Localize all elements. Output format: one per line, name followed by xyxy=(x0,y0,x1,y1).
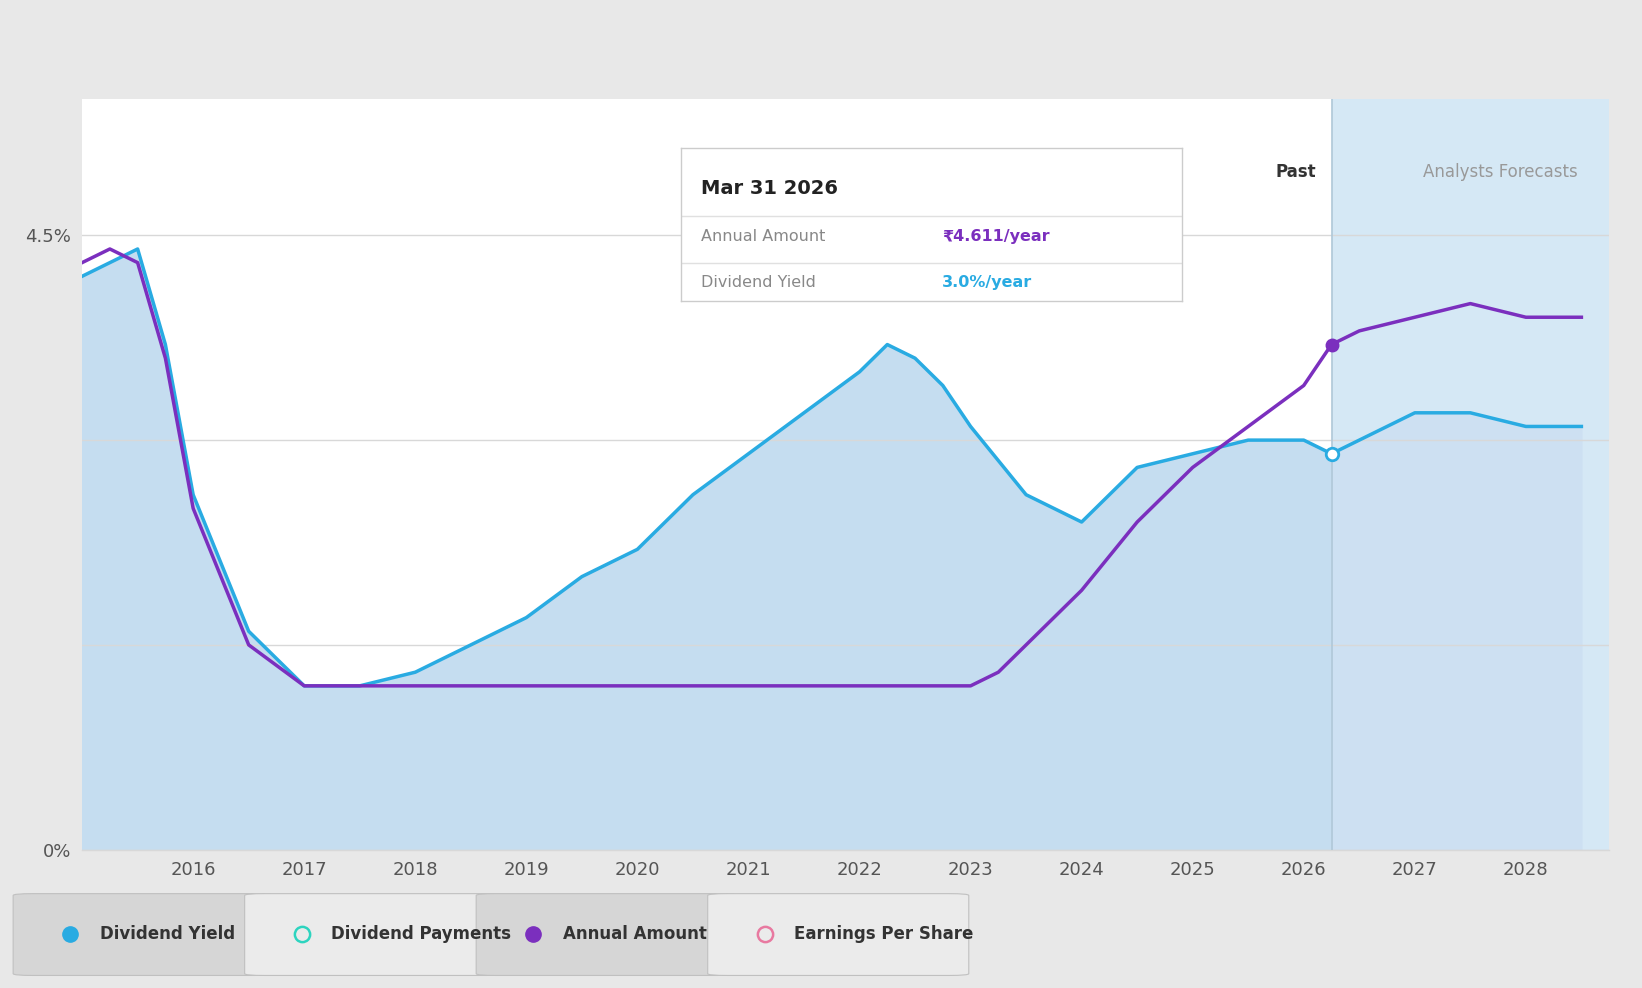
Text: 3.0%/year: 3.0%/year xyxy=(943,276,1033,290)
Text: Past: Past xyxy=(1276,163,1317,181)
Text: Dividend Yield: Dividend Yield xyxy=(100,925,235,943)
Text: Earnings Per Share: Earnings Per Share xyxy=(795,925,974,943)
Text: Dividend Yield: Dividend Yield xyxy=(701,276,816,290)
FancyBboxPatch shape xyxy=(245,894,506,975)
FancyBboxPatch shape xyxy=(13,894,274,975)
Bar xyxy=(1332,99,1609,850)
Text: Analysts Forecasts: Analysts Forecasts xyxy=(1424,163,1578,181)
FancyBboxPatch shape xyxy=(476,894,737,975)
FancyBboxPatch shape xyxy=(708,894,969,975)
Text: Annual Amount: Annual Amount xyxy=(701,229,826,244)
Text: ₹4.611/year: ₹4.611/year xyxy=(943,229,1049,244)
Text: Dividend Payments: Dividend Payments xyxy=(332,925,511,943)
Text: Mar 31 2026: Mar 31 2026 xyxy=(701,179,839,198)
Text: Annual Amount: Annual Amount xyxy=(563,925,706,943)
